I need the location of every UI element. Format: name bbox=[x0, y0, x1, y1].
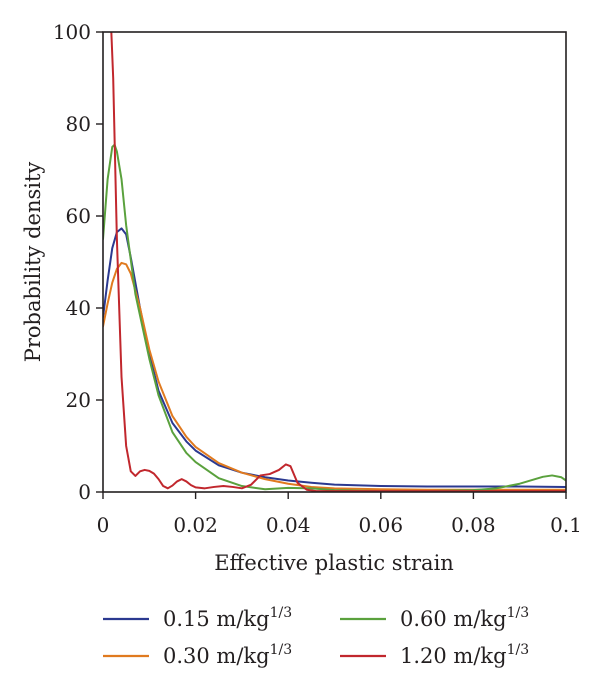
legend-unit-exponent: 1/3 bbox=[270, 605, 293, 621]
series-line-1 bbox=[103, 227, 566, 488]
y-tick-label: 60 bbox=[66, 204, 91, 228]
y-tick-label: 100 bbox=[53, 20, 91, 44]
series-line-4 bbox=[110, 32, 566, 492]
x-axis-label: Effective plastic strain bbox=[214, 551, 454, 575]
x-tick-label: 0.08 bbox=[451, 513, 496, 537]
y-tick-label: 0 bbox=[78, 480, 91, 504]
legend-unit-exponent: 1/3 bbox=[507, 642, 530, 658]
legend-label: 0.60 m/kg1/3 bbox=[400, 605, 529, 631]
series-line-3 bbox=[103, 143, 566, 492]
y-tick-label: 20 bbox=[66, 388, 91, 412]
legend-label: 0.30 m/kg1/3 bbox=[163, 642, 292, 668]
y-tick-label: 40 bbox=[66, 296, 91, 320]
legend-item: 0.30 m/kg1/3 bbox=[103, 642, 292, 668]
x-tick-label: 0.06 bbox=[359, 513, 404, 537]
plot-frame bbox=[102, 31, 567, 493]
ticks: 0 0.02 0.04 0.06 0.08 0.1 0 20 40 60 80 100 bbox=[53, 20, 582, 537]
legend-item: 0.60 m/kg1/3 bbox=[340, 605, 529, 631]
y-axis-label: Probability density bbox=[21, 162, 45, 363]
legend-unit-exponent: 1/3 bbox=[507, 605, 530, 621]
x-tick-label: 0 bbox=[97, 513, 110, 537]
axes bbox=[102, 31, 567, 493]
x-tick-label: 0.02 bbox=[173, 513, 218, 537]
legend-unit-exponent: 1/3 bbox=[270, 642, 293, 658]
legend-label: 0.15 m/kg1/3 bbox=[163, 605, 292, 631]
plot-area bbox=[103, 32, 566, 492]
series-line-2 bbox=[103, 261, 566, 491]
legend-label: 1.20 m/kg1/3 bbox=[400, 642, 529, 668]
x-tick-label: 0.1 bbox=[550, 513, 582, 537]
legend: 0.15 m/kg1/3 0.30 m/kg1/3 0.60 m/kg1/3 1.20… bbox=[103, 605, 529, 668]
legend-item: 0.15 m/kg1/3 bbox=[103, 605, 292, 631]
y-tick-label: 80 bbox=[66, 112, 91, 136]
legend-item: 1.20 m/kg1/3 bbox=[340, 642, 529, 668]
x-tick-label: 0.04 bbox=[266, 513, 311, 537]
